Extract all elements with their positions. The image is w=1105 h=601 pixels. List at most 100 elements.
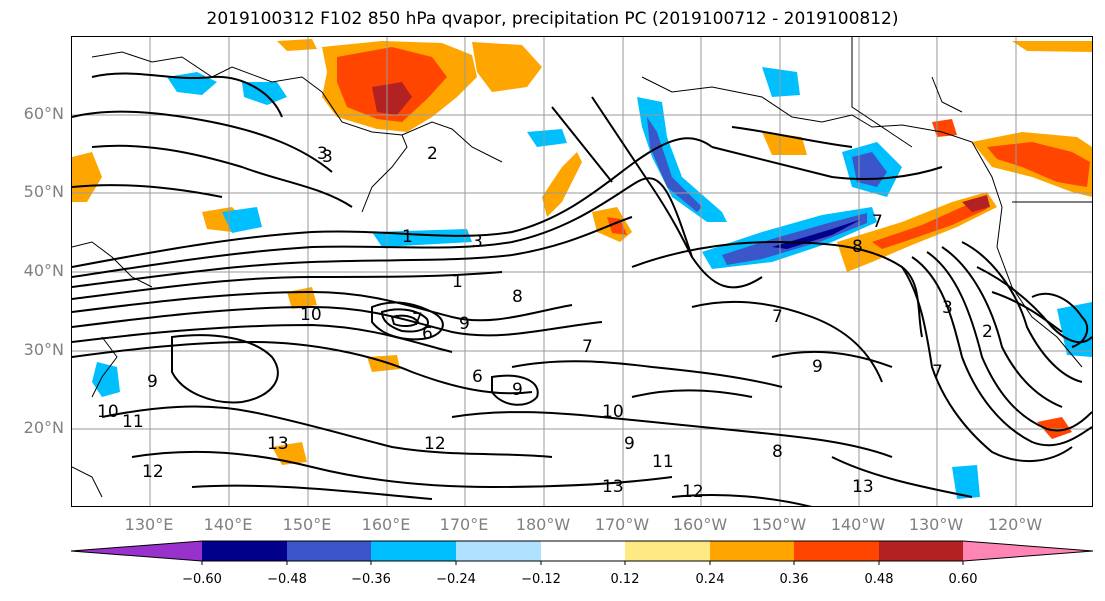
contour-label: 9 bbox=[147, 372, 158, 392]
colorbar-segment bbox=[287, 541, 371, 561]
contour-label: 1 bbox=[402, 227, 413, 247]
contour-label: 10 bbox=[602, 402, 624, 422]
lon-label-140w: 140°W bbox=[830, 515, 886, 534]
contour-label: 8 bbox=[512, 287, 523, 307]
contour-label: 9 bbox=[624, 434, 635, 454]
contour-label: 2 bbox=[982, 322, 993, 342]
colorbar-tick-label: 0.12 bbox=[610, 572, 640, 587]
lon-label-160e: 160°E bbox=[361, 515, 411, 534]
colorbar-outline bbox=[70, 540, 1094, 562]
lat-label-60n: 60°N bbox=[23, 104, 64, 123]
colorbar-tick-label: −0.12 bbox=[521, 572, 561, 587]
contour-label: 7 bbox=[582, 337, 593, 357]
precip-area-ne-pacific-midblue bbox=[722, 213, 867, 265]
map-panel: 3 3 3 1 8 10 7 6 9 10 9 12 13 11 12 13 1… bbox=[71, 36, 1093, 507]
precip-area-canada-red bbox=[987, 142, 1090, 187]
colorbar-tick-label: −0.48 bbox=[267, 572, 307, 587]
precip-area-bering-blue bbox=[527, 129, 567, 147]
lon-label-180w: 180°W bbox=[515, 515, 571, 534]
lon-label-130e: 130°E bbox=[124, 515, 174, 534]
contour-label: 9 bbox=[812, 357, 823, 377]
contour-label: 9 bbox=[459, 314, 470, 334]
contour-label: 9 bbox=[512, 380, 523, 400]
precip-area-canada-west-red bbox=[932, 119, 957, 137]
colorbar-tick-label: −0.36 bbox=[351, 572, 391, 587]
contour-label: 11 bbox=[652, 452, 674, 472]
colorbar-segments bbox=[70, 540, 1094, 565]
contour-label: 12 bbox=[682, 482, 704, 502]
contour-label: 7 bbox=[872, 212, 883, 232]
map-graticule bbox=[72, 37, 1092, 506]
colorbar-tick-label: 0.48 bbox=[864, 572, 894, 587]
colorbar-segment bbox=[794, 541, 879, 561]
contour-label: 11 bbox=[122, 412, 144, 432]
contour-labels: 3 3 3 1 8 10 7 6 9 10 9 12 13 11 12 13 1… bbox=[97, 144, 993, 502]
precip-area-gulf-blue-band bbox=[637, 97, 727, 222]
chart-title: 2019100312 F102 850 hPa qvapor, precipit… bbox=[206, 9, 899, 29]
contour-label: 6 bbox=[472, 367, 483, 387]
precip-area-west-edge-orange bbox=[72, 152, 102, 202]
lat-label-50n: 50°N bbox=[23, 182, 64, 201]
contour-label: 7 bbox=[412, 310, 423, 330]
contour-label: 8 bbox=[852, 237, 863, 257]
lon-label-120w: 120°W bbox=[987, 515, 1043, 534]
contour-label: 7 bbox=[772, 307, 783, 327]
precip-area-ne-pacific-red bbox=[872, 197, 987, 249]
qvapor-contours bbox=[72, 72, 1092, 506]
lat-label-30n: 30°N bbox=[23, 340, 64, 359]
lon-label-160w: 160°W bbox=[672, 515, 728, 534]
contour-label: 12 bbox=[424, 434, 446, 454]
contour-label: 13 bbox=[852, 477, 874, 497]
precip-area-mexico-blue bbox=[1057, 302, 1092, 357]
contour-label: 12 bbox=[142, 462, 164, 482]
colorbar-tick-label: 0.24 bbox=[695, 572, 725, 587]
lon-label-150w: 150°W bbox=[751, 515, 807, 534]
colorbar-segment bbox=[541, 541, 625, 561]
contour-label: 3 bbox=[942, 298, 953, 318]
colorbar-segment bbox=[371, 541, 456, 561]
precip-area-ne-pacific-darkred bbox=[962, 195, 990, 212]
precip-area-bering-east-orange bbox=[472, 42, 542, 92]
colorbar-tick-label: −0.24 bbox=[436, 572, 476, 587]
contour-label: 1 bbox=[452, 272, 463, 292]
colorbar-segment bbox=[710, 541, 794, 561]
colorbar-extension-low bbox=[71, 541, 202, 561]
precip-area-se-blue bbox=[952, 465, 980, 499]
precip-area-japan-blue bbox=[222, 207, 262, 233]
precip-area-midpac-red bbox=[607, 217, 627, 235]
contour-label: 7 bbox=[932, 362, 943, 382]
lon-label-140e: 140°E bbox=[203, 515, 253, 534]
colorbar-segment bbox=[879, 541, 963, 561]
contour-label: 8 bbox=[772, 442, 783, 462]
colorbar-tick-label: −0.60 bbox=[182, 572, 222, 587]
contour-label: 10 bbox=[97, 402, 119, 422]
colorbar-segment bbox=[456, 541, 541, 561]
coastlines bbox=[72, 37, 1092, 498]
colorbar-segment bbox=[625, 541, 710, 561]
contour-label: 2 bbox=[427, 144, 438, 164]
contour-label: 6 bbox=[422, 324, 433, 344]
precip-area-ne-corner-orange bbox=[1012, 41, 1092, 52]
colorbar-tick-label: 0.36 bbox=[779, 572, 809, 587]
precip-area-se-red bbox=[1037, 417, 1072, 439]
contour-label: 13 bbox=[602, 477, 624, 497]
map-canvas: 3 3 3 1 8 10 7 6 9 10 9 12 13 11 12 13 1… bbox=[72, 37, 1092, 506]
colorbar-segment bbox=[202, 541, 287, 561]
contour-label: 3 bbox=[322, 147, 333, 167]
colorbar-tick-label: 0.60 bbox=[948, 572, 978, 587]
lon-label-150e: 150°E bbox=[282, 515, 332, 534]
lon-label-130w: 130°W bbox=[908, 515, 964, 534]
lon-label-170e: 170°E bbox=[439, 515, 489, 534]
colorbar-extension-high bbox=[963, 541, 1093, 561]
precip-area-sw-blue bbox=[92, 362, 120, 397]
precip-area-nw-orange bbox=[277, 39, 317, 51]
precip-area-dateline-orange bbox=[542, 152, 582, 217]
contour-label: 13 bbox=[267, 434, 289, 454]
precip-area-alaska-blue bbox=[762, 67, 800, 97]
contour-label: 10 bbox=[300, 305, 322, 325]
precip-area-bering-darkred bbox=[372, 82, 412, 115]
lat-label-20n: 20°N bbox=[23, 418, 64, 437]
lon-label-170w: 170°W bbox=[594, 515, 650, 534]
contour-label: 3 bbox=[472, 232, 483, 252]
contour-label: 3 bbox=[317, 144, 328, 164]
